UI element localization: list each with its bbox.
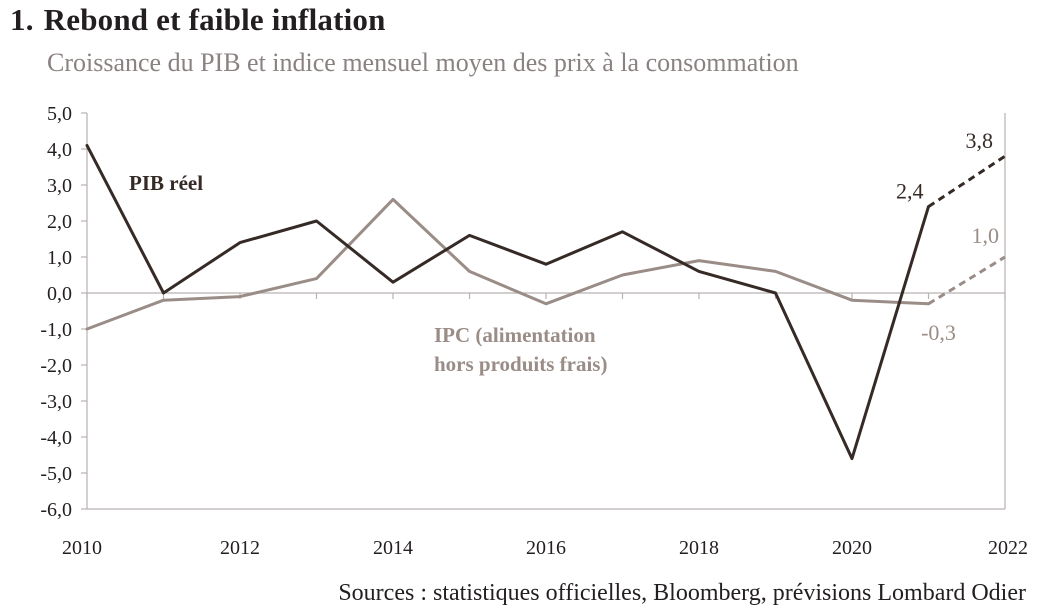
x-tick-label: 2020 (832, 537, 872, 559)
ipc-forecast-line (927, 255, 1006, 306)
x-tick-label: 2010 (62, 537, 102, 559)
chart-title-text: Rebond et faible inflation (43, 2, 386, 37)
pib-forecast-line (927, 154, 1006, 208)
y-tick-label: 3,0 (47, 175, 72, 197)
chart-subtitle: Croissance du PIB et indice mensuel moye… (47, 48, 799, 77)
ipc-line (85, 197, 930, 331)
series-label-ipc: IPC (alimentation (434, 323, 596, 347)
y-tick-label: -1,0 (40, 319, 72, 341)
x-tick-label: 2022 (988, 537, 1028, 559)
pib-line (85, 143, 930, 461)
data-label: 3,8 (966, 128, 994, 153)
x-tick-label: 2014 (373, 537, 413, 559)
y-tick-label: 1,0 (47, 247, 72, 269)
chart-number: 1. (10, 2, 34, 37)
data-label: -0,3 (921, 320, 956, 345)
chart-title: 1. Rebond et faible inflation (10, 2, 386, 38)
y-tick-label: 2,0 (47, 211, 72, 233)
x-tick-label: 2016 (526, 537, 566, 559)
line-chart: 5,0 4,0 3,0 2,0 1,0 0,0 -1,0 -2,0 -3,0 -4,0 -5,0 -6… (40, 103, 1028, 559)
chart-labels: PIB réel IPC (alimentation hors produits f… (129, 128, 999, 376)
y-tick-label: -5,0 (40, 463, 72, 485)
data-label: 2,4 (896, 179, 924, 204)
source-note: Sources : statistiques officielles, Bloo… (338, 580, 1026, 606)
series-label-ipc: hors produits frais) (434, 352, 607, 376)
y-tick-label: 5,0 (47, 103, 72, 125)
y-tick-label: -2,0 (40, 355, 72, 377)
data-label: 1,0 (972, 223, 1000, 248)
y-tick-label: -6,0 (40, 499, 72, 521)
y-tick-label: -3,0 (40, 391, 72, 413)
x-tick-label: 2012 (220, 537, 260, 559)
y-tick-label: 4,0 (47, 139, 72, 161)
y-tick-label: 0,0 (47, 283, 72, 305)
series-label-pib: PIB réel (129, 171, 203, 195)
axes: 5,0 4,0 3,0 2,0 1,0 0,0 -1,0 -2,0 -3,0 -4,0 -5,0 -6… (40, 103, 1028, 559)
series-lines (85, 143, 1006, 461)
x-tick-label: 2018 (679, 537, 719, 559)
y-tick-label: -4,0 (40, 427, 72, 449)
